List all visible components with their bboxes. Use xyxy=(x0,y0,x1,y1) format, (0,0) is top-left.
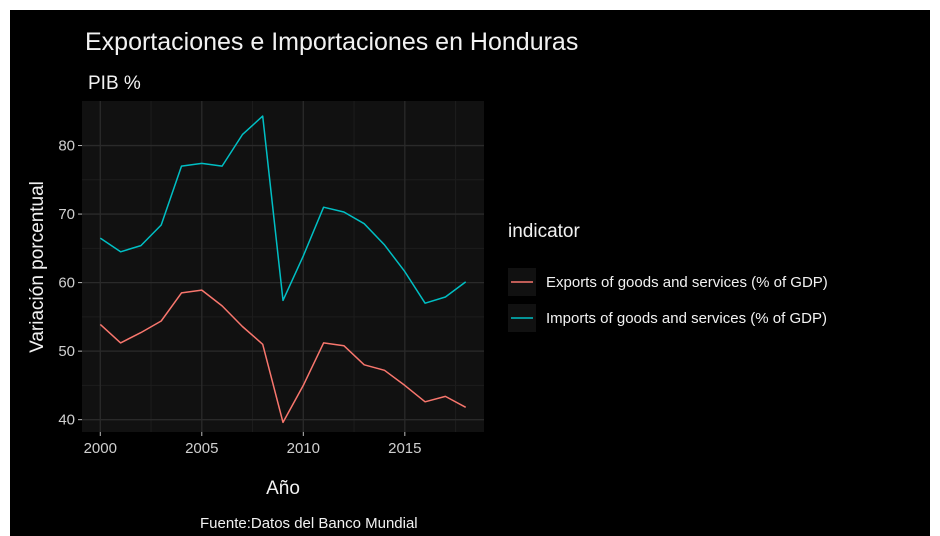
x-tick-label: 2005 xyxy=(185,440,218,457)
chart-subtitle: PIB % xyxy=(88,73,141,94)
x-axis-ticks: 2000 2005 2010 2015 xyxy=(84,432,422,457)
grid-lines xyxy=(82,101,484,432)
chart-title: Exportaciones e Importaciones en Hondura… xyxy=(85,28,578,56)
series-line-exports xyxy=(99,289,467,424)
x-tick-label: 2015 xyxy=(388,440,421,457)
y-tick-label: 50 xyxy=(58,343,75,360)
legend-label: Exports of goods and services (% of GDP) xyxy=(546,274,828,291)
chart-frame: Exportaciones e Importaciones en Hondura… xyxy=(10,10,930,536)
x-tick-label: 2010 xyxy=(287,440,320,457)
chart-caption: Fuente:Datos del Banco Mundial xyxy=(200,515,418,532)
x-tick-label: 2000 xyxy=(84,440,117,457)
legend-title: indicator xyxy=(508,221,580,242)
y-tick-label: 70 xyxy=(58,206,75,223)
y-axis-ticks: 40 50 60 70 80 xyxy=(58,138,82,429)
y-tick-label: 40 xyxy=(58,412,75,429)
legend-label: Imports of goods and services (% of GDP) xyxy=(546,310,827,327)
series-lines xyxy=(99,115,467,424)
chart-figure: Exportaciones e Importaciones en Hondura… xyxy=(27,28,828,532)
series-line-imports xyxy=(99,115,467,304)
legend: Exports of goods and services (% of GDP)… xyxy=(508,268,828,332)
y-tick-label: 80 xyxy=(58,138,75,155)
y-tick-label: 60 xyxy=(58,275,75,292)
x-axis-title: Año xyxy=(266,478,300,499)
plot-panel xyxy=(82,101,484,432)
y-axis-title: Variación porcentual xyxy=(27,181,48,353)
